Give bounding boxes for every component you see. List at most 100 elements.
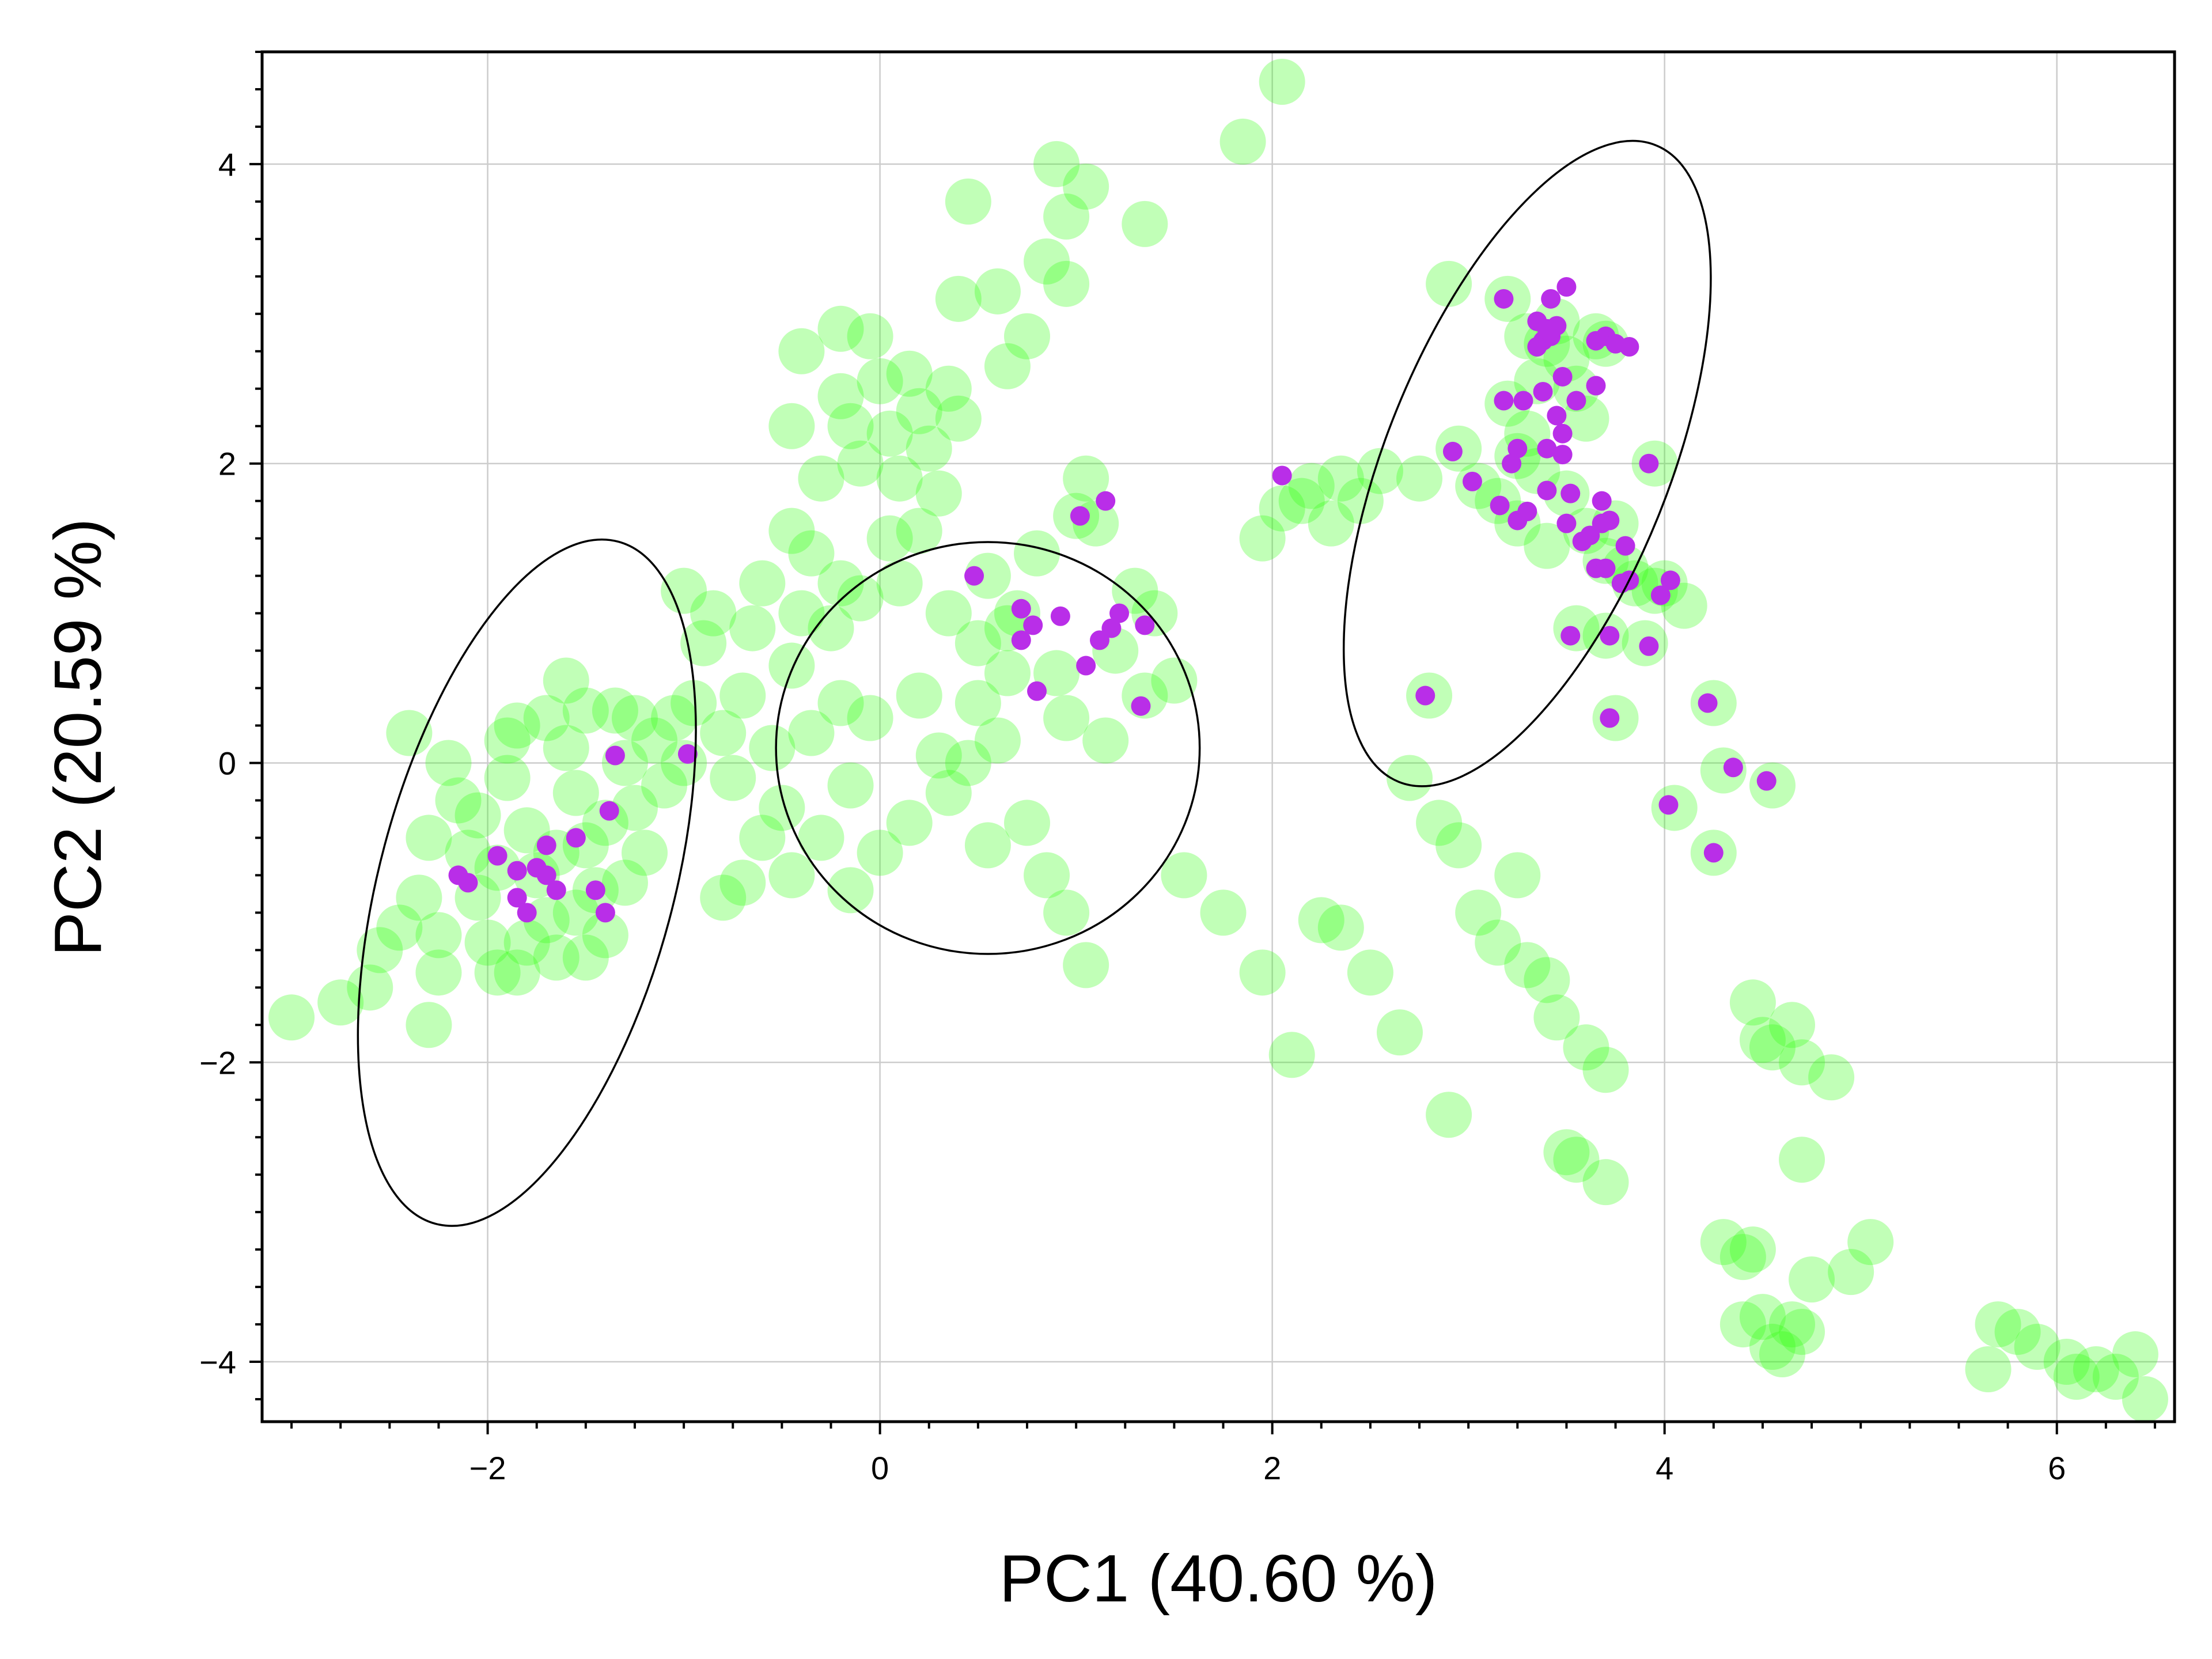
data-point-purple xyxy=(1011,599,1031,619)
data-point-green xyxy=(582,912,628,959)
data-point-green xyxy=(817,373,864,419)
data-point-green xyxy=(1298,897,1344,944)
data-point-purple xyxy=(1600,708,1620,728)
data-point-green xyxy=(1278,478,1325,524)
data-point-green xyxy=(1749,1324,1796,1370)
data-point-green xyxy=(1063,942,1109,988)
data-point-green xyxy=(1024,238,1070,285)
data-point-green xyxy=(866,515,913,562)
data-point-green xyxy=(543,657,589,704)
data-point-green xyxy=(768,852,815,899)
data-point-green xyxy=(1789,1256,1835,1303)
data-point-green xyxy=(1387,755,1433,801)
data-point-purple xyxy=(595,903,615,923)
data-point-purple xyxy=(1517,501,1537,521)
data-point-green xyxy=(1004,313,1050,359)
data-point-purple xyxy=(1135,615,1155,635)
data-point-purple xyxy=(1756,771,1777,791)
data-point-purple xyxy=(1096,491,1116,511)
data-point-green xyxy=(1043,695,1090,741)
data-point-purple xyxy=(1566,391,1586,411)
data-point-green xyxy=(700,710,747,756)
data-point-green xyxy=(1435,822,1482,869)
data-point-green xyxy=(915,732,962,779)
data-point-green xyxy=(837,575,884,622)
data-point-purple xyxy=(1070,506,1090,526)
tick-labels: −2 0 2 4 6 −4 −2 0 2 4 xyxy=(199,146,2066,1486)
data-point-green xyxy=(1357,448,1403,494)
data-point-purple xyxy=(1527,336,1547,357)
data-point-green xyxy=(1376,1009,1423,1056)
data-point-green xyxy=(435,777,482,824)
data-point-purple xyxy=(1600,626,1620,646)
data-point-green xyxy=(1426,1092,1472,1138)
data-point-green xyxy=(1268,1032,1315,1078)
data-point-green xyxy=(1063,455,1109,502)
x-tick-label: 0 xyxy=(871,1450,889,1486)
data-point-purple xyxy=(1639,636,1659,656)
data-point-green xyxy=(1112,567,1158,614)
x-tick-label: 6 xyxy=(2048,1450,2066,1486)
data-point-purple xyxy=(1490,495,1510,516)
data-point-green xyxy=(788,530,835,577)
data-point-green xyxy=(719,672,766,719)
y-axis-label: PC2 (20.59 %) xyxy=(40,518,115,957)
data-point-green xyxy=(1317,904,1364,951)
data-point-green xyxy=(631,717,678,764)
data-point-purple xyxy=(487,846,507,866)
data-point-purple xyxy=(1415,685,1435,706)
data-point-green xyxy=(1719,1234,1766,1281)
data-point-green xyxy=(749,725,796,771)
data-point-green xyxy=(1769,1301,1815,1348)
data-point-purple xyxy=(1101,618,1122,638)
data-point-green xyxy=(1779,1137,1825,1183)
data-point-green xyxy=(2043,1339,2090,1385)
data-point-purple xyxy=(1462,471,1482,491)
data-point-green xyxy=(484,755,531,801)
data-point-purple xyxy=(517,903,537,923)
data-point-green xyxy=(700,874,747,921)
data-point-green xyxy=(964,822,1011,869)
data-point-purple xyxy=(1615,536,1635,556)
data-point-purple xyxy=(1552,445,1573,465)
data-point-purple xyxy=(1442,441,1463,461)
data-point-green xyxy=(817,560,864,607)
data-point-green xyxy=(533,934,579,981)
data-point-green xyxy=(778,590,825,637)
data-point-green xyxy=(611,695,658,741)
data-point-green xyxy=(2073,1346,2119,1393)
data-point-purple xyxy=(1586,331,1606,351)
data-point-green xyxy=(1004,800,1050,846)
data-point-purple xyxy=(1508,438,1528,459)
data-point-green xyxy=(1739,1294,1786,1340)
data-point-green xyxy=(474,949,521,996)
data-point-purple xyxy=(599,801,619,821)
data-point-green xyxy=(1043,889,1090,936)
data-point-green xyxy=(915,470,962,517)
data-point-green xyxy=(827,762,874,809)
data-point-green xyxy=(1779,1309,1825,1355)
data-point-green xyxy=(945,740,991,786)
data-point-purple xyxy=(1494,391,1514,411)
data-point-purple xyxy=(1556,513,1577,533)
axis-ticks xyxy=(249,51,2156,1434)
data-point-green xyxy=(896,507,942,554)
data-point-purple xyxy=(1658,795,1679,815)
data-point-purple xyxy=(585,880,605,900)
data-point-green xyxy=(759,785,805,831)
data-point-green xyxy=(671,680,717,726)
data-point-green xyxy=(1033,650,1080,696)
data-point-green xyxy=(454,792,501,839)
data-point-green xyxy=(896,388,942,434)
data-point-purple xyxy=(1556,277,1577,297)
data-point-purple xyxy=(1650,585,1671,605)
data-point-green xyxy=(1847,1219,1894,1266)
data-point-green xyxy=(543,725,589,771)
data-point-green xyxy=(768,403,815,449)
data-point-green xyxy=(474,844,521,891)
data-point-green xyxy=(817,305,864,352)
data-point-green xyxy=(494,702,540,749)
data-point-green xyxy=(484,717,531,764)
data-point-green xyxy=(415,949,462,996)
